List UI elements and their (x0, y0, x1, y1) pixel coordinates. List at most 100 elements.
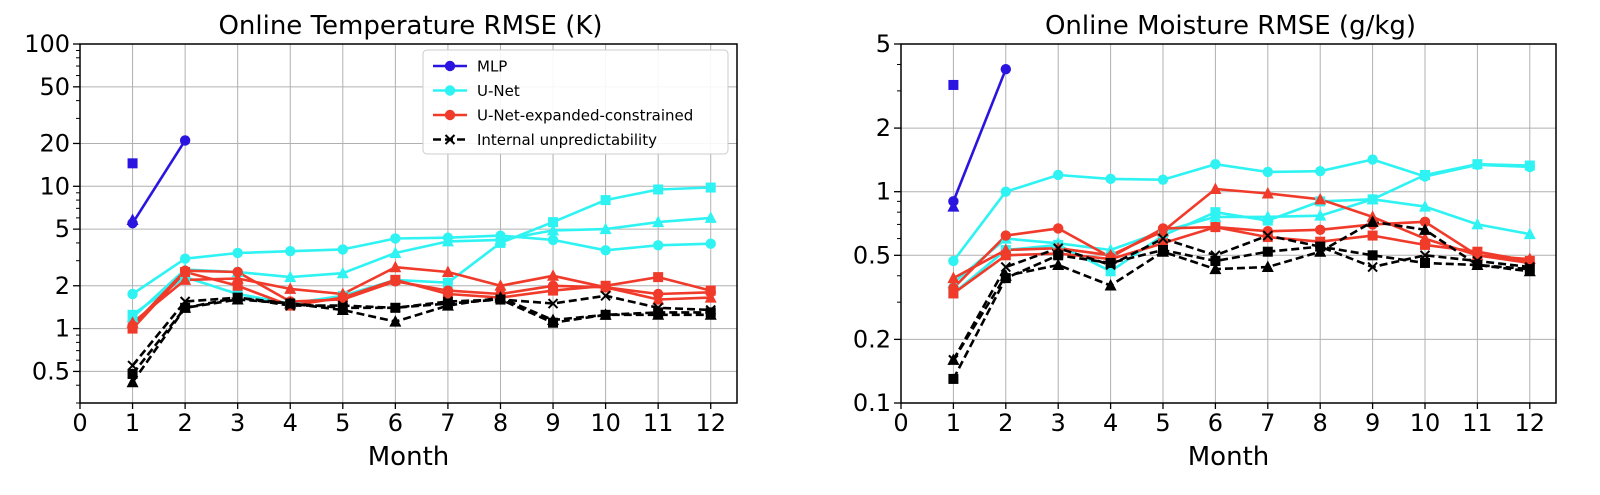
data-point-internal-unpredictability-square (1367, 250, 1378, 261)
data-point-u-net-circle (948, 255, 959, 267)
x-tick-label: 2 (998, 409, 1013, 437)
data-point-internal-unpredictability-triangle (1209, 262, 1222, 275)
data-point-u-net-expanded-constrained-triangle (1261, 187, 1274, 199)
data-point-u-net-triangle (1419, 200, 1431, 212)
data-point-u-net-square (1524, 160, 1535, 171)
x-tick-label: 6 (1208, 409, 1223, 437)
y-tick-label: 0.1 (853, 389, 891, 417)
data-point-u-net-square (600, 195, 611, 206)
data-point-u-net-circle (390, 233, 401, 244)
series-line-u-net-expanded-constrained-square (952, 225, 1531, 295)
data-point-internal-unpredictability-triangle (231, 293, 244, 305)
data-point-u-net-expanded-constrained-square (548, 285, 559, 296)
data-point-internal-unpredictability-square (1053, 250, 1064, 261)
data-point-internal-unpredictability-triangle (1261, 260, 1274, 273)
data-point-u-net-circle (285, 245, 296, 257)
legend-label-internal-unpredictability: Internal unpredictability (477, 131, 657, 149)
y-tick-label: 2 (876, 114, 891, 142)
data-point-internal-unpredictability-triangle (336, 303, 349, 316)
data-point-u-net-circle (1105, 173, 1116, 185)
chart-title: Online Temperature RMSE (K) (218, 11, 602, 41)
data-point-u-net-circle (1053, 169, 1064, 181)
y-tick-label: 0.5 (853, 241, 891, 269)
series-line-u-net-expanded-constrained-square (131, 270, 712, 330)
data-point-u-net-expanded-constrained-circle (1053, 223, 1064, 234)
x-tick-label: 11 (643, 409, 674, 437)
data-point-u-net-triangle (1209, 210, 1222, 222)
data-point-internal-unpredictability-x (547, 298, 559, 309)
legend-label-mlp: MLP (477, 58, 507, 76)
series-line-u-net-triangle (952, 198, 1531, 284)
data-point-internal-unpredictability-square (1210, 255, 1221, 266)
data-point-u-net-expanded-constrained-triangle (336, 287, 349, 300)
data-point-u-net-circle (127, 288, 138, 300)
x-tick-label: 9 (545, 409, 560, 437)
data-point-u-net-expanded-constrained-triangle (231, 271, 244, 284)
data-point-u-net-expanded-constrained-triangle (389, 260, 402, 273)
data-point-u-net-circle (1367, 154, 1378, 165)
data-point-internal-unpredictability-triangle (1523, 264, 1536, 277)
y-tick-label: 5 (876, 30, 891, 58)
data-point-u-net-circle (1315, 166, 1326, 177)
y-tick-label: 0.5 (32, 357, 70, 385)
data-point-u-net-triangle (1366, 192, 1379, 205)
y-tick-label: 10 (39, 172, 70, 200)
data-point-u-net-triangle (389, 246, 402, 258)
series-line-u-net-expanded-constrained-triangle (952, 187, 1530, 280)
data-point-mlp-square (127, 158, 138, 169)
series-line-internal-unpredictability-x (131, 294, 711, 367)
data-point-u-net-expanded-constrained-square (1000, 250, 1011, 261)
y-tick-label: 100 (24, 30, 70, 58)
data-point-u-net-triangle (1314, 209, 1327, 221)
data-point-u-net-square (1472, 159, 1483, 170)
legend-marker-u-net (444, 85, 456, 96)
y-tick-label: 2 (55, 272, 70, 300)
x-tick-label: 12 (1515, 409, 1546, 437)
series-line-internal-unpredictability-square (952, 245, 1530, 380)
data-point-u-net-expanded-constrained-triangle (547, 269, 560, 281)
data-point-u-net-triangle (1261, 210, 1274, 222)
data-point-internal-unpredictability-triangle (126, 375, 139, 388)
data-point-u-net-expanded-constrained-triangle (1209, 182, 1222, 194)
legend-marker-u-net-expanded-constrained (444, 109, 456, 121)
legend-marker-mlp (444, 60, 456, 72)
y-tick-label: 20 (39, 129, 70, 157)
y-tick-label: 5 (55, 215, 70, 243)
data-point-u-net-expanded-constrained-square (705, 285, 716, 296)
x-axis-label: Month (368, 442, 450, 472)
data-point-u-net-expanded-constrained-triangle (179, 273, 192, 285)
data-point-internal-unpredictability-triangle (1366, 215, 1379, 227)
legend: MLP U-Net U-Net-expanded-constrained Intern… (422, 49, 729, 155)
data-point-u-net-circle (547, 234, 559, 246)
data-point-internal-unpredictability-triangle (284, 297, 297, 309)
data-point-u-net-expanded-constrained-circle (1000, 230, 1011, 241)
data-point-internal-unpredictability-triangle (999, 269, 1012, 281)
x-tick-label: 2 (177, 409, 192, 437)
y-tick-label: 1 (876, 178, 891, 206)
data-point-u-net-triangle (547, 223, 560, 236)
data-point-u-net-square (1420, 169, 1430, 180)
data-point-internal-unpredictability-square (1262, 246, 1273, 257)
data-point-u-net-expanded-constrained-circle (1419, 216, 1431, 228)
data-point-u-net-square (1105, 266, 1116, 277)
data-point-internal-unpredictability-triangle (1104, 278, 1117, 291)
data-point-internal-unpredictability-square (1420, 257, 1430, 268)
data-point-u-net-expanded-constrained-triangle (494, 279, 507, 291)
data-point-internal-unpredictability-triangle (947, 353, 960, 365)
y-tick-label: 50 (39, 73, 70, 101)
data-point-u-net-expanded-constrained-triangle (652, 293, 665, 305)
x-tick-label: 8 (493, 409, 508, 437)
data-point-u-net-expanded-constrained-square (1210, 222, 1221, 233)
legend-marker-internal-unpredictability (444, 134, 456, 145)
data-point-u-net-expanded-constrained-square (1158, 238, 1168, 249)
data-point-u-net-expanded-constrained-triangle (1419, 232, 1431, 244)
data-point-u-net-expanded-constrained-circle (232, 266, 243, 278)
data-point-u-net-circle (1262, 166, 1274, 178)
data-point-u-net-expanded-constrained-square (442, 289, 453, 300)
data-point-internal-unpredictability-square (127, 368, 138, 379)
data-point-u-net-circle (1000, 186, 1011, 197)
data-point-u-net-circle (232, 247, 243, 259)
legend-label-u-net: U-Net (477, 82, 520, 100)
data-point-u-net-expanded-constrained-square (390, 274, 401, 285)
